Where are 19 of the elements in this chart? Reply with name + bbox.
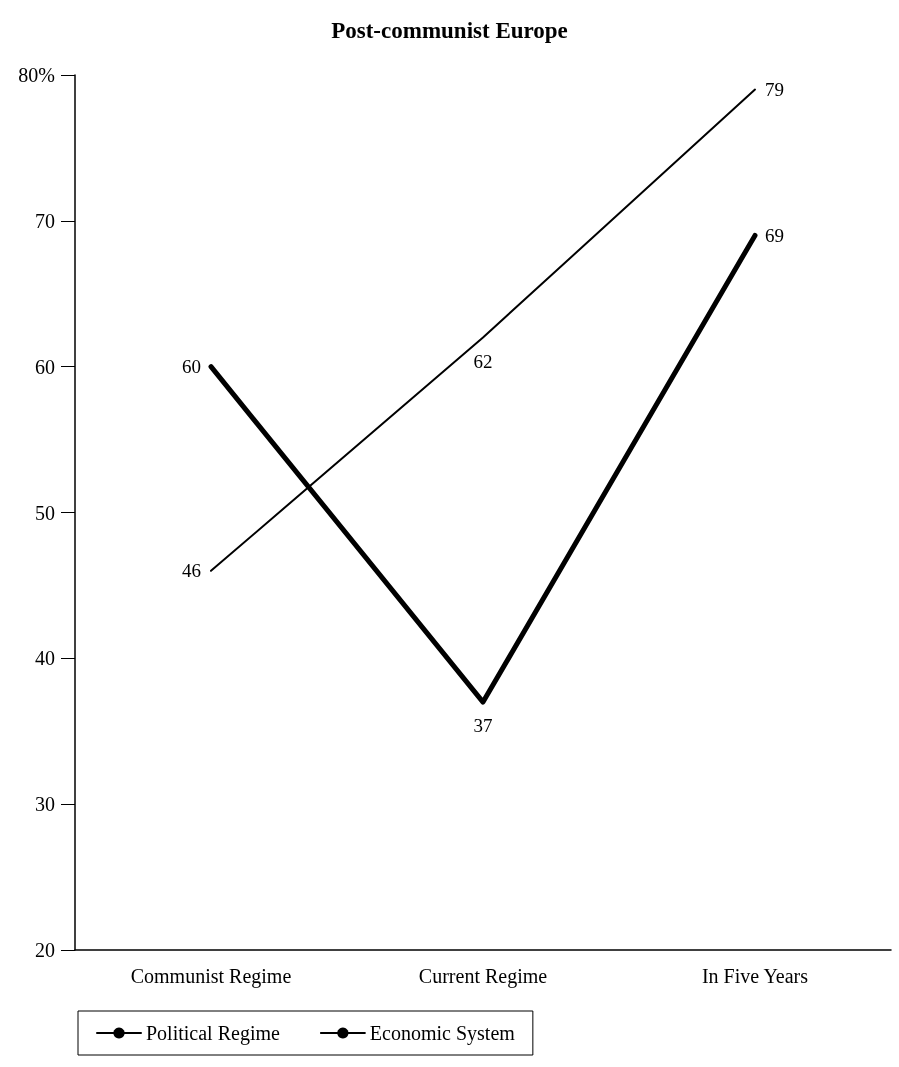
x-tick-label: In Five Years bbox=[701, 965, 809, 987]
y-tick-label: 80% bbox=[18, 64, 55, 86]
y-tick-label: 60 bbox=[35, 355, 55, 378]
y-tick-label: 20 bbox=[35, 939, 55, 961]
y-tick-label: 70 bbox=[35, 209, 55, 232]
x-tick-label: Current Regime bbox=[418, 965, 548, 988]
data-label: 60 bbox=[182, 356, 201, 378]
data-label: 62 bbox=[473, 350, 493, 372]
chart-title: Post-communist Europe bbox=[331, 18, 568, 43]
y-tick-label: 40 bbox=[35, 647, 55, 670]
y-tick-label: 50 bbox=[35, 501, 55, 524]
data-label: 46 bbox=[182, 560, 201, 582]
data-label: 69 bbox=[765, 224, 784, 246]
legend-label: Economic System bbox=[369, 1022, 516, 1045]
y-tick-label: 30 bbox=[35, 793, 55, 816]
legend-label: Political Regime bbox=[146, 1022, 280, 1045]
data-label: 79 bbox=[765, 79, 784, 101]
data-label: 37 bbox=[473, 715, 493, 737]
x-tick-label: Communist Regime bbox=[130, 965, 292, 988]
